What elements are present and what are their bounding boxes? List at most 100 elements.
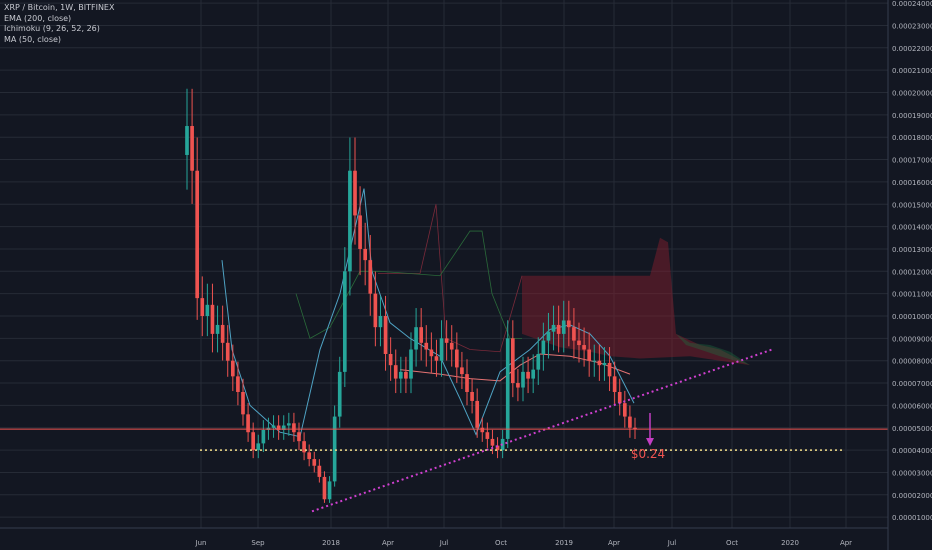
candle-body [409, 349, 413, 379]
candle-body [220, 324, 225, 343]
candle-body [297, 432, 301, 442]
x-tick-label: Apr [840, 539, 852, 547]
y-axis-panel [888, 0, 932, 550]
y-axis[interactable]: 0.00001000 0.00002000 0.00003000 0.00004000… [887, 0, 932, 550]
y-tick-label: 0.00005000 [892, 425, 932, 433]
candle-body [424, 342, 429, 350]
x-tick-label: 2018 [322, 539, 340, 547]
candle-body [398, 371, 403, 379]
candle-body [460, 367, 464, 375]
candle-body [200, 298, 205, 316]
candle-body [500, 438, 505, 451]
y-tick-label: 0.00009000 [892, 335, 932, 343]
candle-body [551, 324, 556, 332]
candle-body [617, 391, 622, 404]
y-tick-label: 0.00013000 [892, 246, 932, 254]
target-arrow-icon [646, 438, 654, 446]
candle-body [190, 126, 194, 171]
candle-body [582, 345, 586, 350]
candle-body [572, 327, 576, 341]
senkou-span-a [295, 230, 522, 339]
candle-body [454, 349, 459, 368]
candle-body [414, 327, 418, 350]
candle-body [495, 445, 500, 451]
candle-body [225, 342, 230, 361]
candle-body [322, 476, 327, 500]
candle-body [516, 383, 520, 388]
candle-body [251, 432, 256, 451]
candle-body [205, 304, 210, 316]
target-label: $0.24 [631, 447, 665, 461]
x-tick-label: Oct [495, 539, 507, 547]
y-tick-label: 0.00008000 [892, 358, 932, 366]
candle-body [342, 271, 347, 372]
cloud-segment-red [522, 275, 560, 348]
candle-body [363, 248, 368, 261]
candle-body [449, 342, 454, 350]
candle-body [246, 414, 250, 433]
candle-body [536, 353, 541, 370]
candle-body [210, 304, 215, 334]
y-tick-label: 0.00003000 [892, 469, 932, 477]
candle-body [521, 371, 525, 388]
x-tick-label: Jun [195, 539, 207, 547]
y-tick-label: 0.00001000 [892, 514, 932, 522]
candle-body [241, 391, 245, 415]
candle-body [383, 316, 388, 354]
y-tick-label: 0.00021000 [892, 67, 932, 75]
candle-body [419, 327, 424, 343]
candle-body [628, 416, 632, 428]
candle-body [368, 260, 373, 294]
y-tick-label: 0.00024000 [892, 0, 932, 8]
candle-body [317, 465, 322, 477]
ema-legend-item[interactable]: EMA (200, close) [4, 13, 72, 23]
trendline [311, 348, 773, 513]
candle-body [256, 443, 261, 451]
candle-body [485, 432, 490, 439]
y-tick-label: 0.00014000 [892, 224, 932, 232]
candle-body [439, 338, 444, 361]
candle-body [281, 425, 286, 430]
candle-body [271, 425, 276, 428]
x-tick-label: 2019 [555, 539, 573, 547]
candle-body [337, 371, 342, 417]
candle-body [587, 349, 592, 361]
candle-body [592, 360, 597, 362]
candle-body [490, 438, 495, 446]
candle-body [429, 349, 434, 357]
candle-body [465, 374, 469, 392]
x-tick-label: Sep [251, 539, 265, 547]
y-tick-label: 0.00016000 [892, 179, 932, 187]
x-tick-label: Jul [667, 539, 677, 547]
candle-body [404, 371, 408, 379]
ema-200-line [399, 353, 631, 382]
candle-body [470, 391, 474, 401]
symbol-title[interactable]: XRP / Bitcoin, 1W, BITFINEX [4, 3, 115, 12]
overlays: 0.00004940$0.24 [0, 348, 932, 513]
candle-body [195, 170, 200, 299]
candle-body [556, 324, 561, 334]
y-tick-label: 0.00012000 [892, 268, 932, 276]
ma-legend-item[interactable]: MA (50, close) [4, 34, 62, 44]
x-tick-label: Jul [439, 539, 449, 547]
candle-body [236, 376, 240, 392]
candle-body [276, 425, 281, 430]
x-tick-label: Apr [382, 539, 394, 547]
candle-body [633, 427, 637, 430]
y-tick-label: 0.00018000 [892, 134, 932, 142]
candle-body [597, 360, 602, 366]
candle-body [480, 427, 485, 433]
candle-body [561, 320, 566, 334]
candle-body [353, 170, 357, 216]
y-tick-label: 0.00004000 [892, 447, 932, 455]
candles [185, 88, 637, 503]
candle-body [261, 429, 266, 444]
ichimoku-legend-item[interactable]: Ichimoku (9, 26, 52, 26) [4, 24, 100, 33]
candle-body [434, 356, 439, 361]
y-tick-label: 0.00010000 [892, 313, 932, 321]
cloud-segment-red [560, 237, 750, 366]
candle-body [475, 400, 480, 428]
x-axis[interactable]: Jun Sep 2018 Apr Jul Oct 2019 Apr Jul Oct 2020 Apr [0, 527, 888, 547]
candle-body [546, 331, 551, 341]
